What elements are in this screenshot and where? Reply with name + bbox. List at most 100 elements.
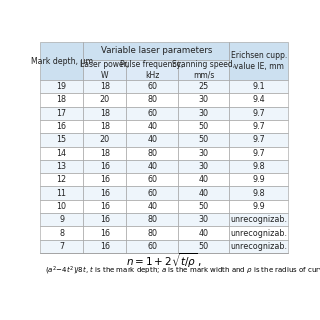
Text: 16: 16 (100, 188, 110, 198)
Text: 9.9: 9.9 (252, 175, 265, 184)
Bar (178, 93, 229, 107)
Bar (126, 227, 178, 240)
Text: 50: 50 (199, 122, 209, 131)
Text: 50: 50 (199, 202, 209, 211)
Text: 16: 16 (100, 242, 110, 251)
Text: Laser power,
W: Laser power, W (80, 60, 129, 80)
Text: 9.7: 9.7 (252, 109, 265, 118)
Bar (126, 80, 178, 93)
Text: 20: 20 (100, 95, 110, 105)
Text: 40: 40 (147, 162, 157, 171)
Bar (229, 42, 288, 80)
Bar (83, 173, 126, 187)
Text: 40: 40 (199, 175, 209, 184)
Text: 9.4: 9.4 (252, 95, 265, 105)
Text: 80: 80 (147, 215, 157, 224)
Text: Pulse frequency,
kHz: Pulse frequency, kHz (120, 60, 184, 80)
Bar (40, 80, 83, 93)
Text: 9.8: 9.8 (252, 188, 265, 198)
Text: 60: 60 (147, 109, 157, 118)
Text: 9.8: 9.8 (252, 162, 265, 171)
Text: 40: 40 (147, 135, 157, 144)
Text: 30: 30 (199, 149, 209, 158)
Bar (178, 227, 229, 240)
Bar (178, 200, 229, 213)
Bar (229, 227, 288, 240)
Text: unrecognizab.: unrecognizab. (230, 242, 287, 251)
Bar (229, 147, 288, 160)
Text: 40: 40 (147, 122, 157, 131)
Text: 40: 40 (147, 202, 157, 211)
Bar (40, 187, 83, 200)
Text: 17: 17 (57, 109, 67, 118)
Text: 50: 50 (199, 242, 209, 251)
Bar (126, 200, 178, 213)
Text: 30: 30 (199, 109, 209, 118)
Bar (83, 107, 126, 120)
Bar (126, 173, 178, 187)
Text: unrecognizab.: unrecognizab. (230, 215, 287, 224)
Text: 8: 8 (59, 228, 64, 237)
Bar (83, 213, 126, 227)
Bar (229, 93, 288, 107)
Bar (126, 160, 178, 173)
Text: Mark depth, μm: Mark depth, μm (30, 57, 93, 66)
Text: 14: 14 (57, 149, 67, 158)
Bar (229, 173, 288, 187)
Text: 80: 80 (147, 228, 157, 237)
Bar (83, 133, 126, 147)
Bar (40, 240, 83, 253)
Text: Erichsen cupp.
value IE, mm: Erichsen cupp. value IE, mm (231, 51, 287, 71)
Text: 18: 18 (100, 82, 110, 91)
Text: 10: 10 (57, 202, 67, 211)
Text: 60: 60 (147, 82, 157, 91)
Text: 9.1: 9.1 (252, 82, 265, 91)
Bar (83, 200, 126, 213)
Text: 40: 40 (199, 188, 209, 198)
Bar (126, 240, 178, 253)
Bar (40, 173, 83, 187)
Text: 9: 9 (59, 215, 64, 224)
Text: 80: 80 (147, 95, 157, 105)
Bar (83, 227, 126, 240)
Bar (83, 120, 126, 133)
Text: 9.7: 9.7 (252, 122, 265, 131)
Text: 60: 60 (147, 242, 157, 251)
Bar (126, 107, 178, 120)
Bar (178, 213, 229, 227)
Bar (126, 60, 178, 80)
Text: 40: 40 (199, 228, 209, 237)
Text: 16: 16 (100, 215, 110, 224)
Bar (40, 42, 83, 80)
Bar (229, 120, 288, 133)
Bar (83, 42, 229, 60)
Text: 60: 60 (147, 175, 157, 184)
Bar (83, 80, 126, 93)
Bar (178, 147, 229, 160)
Bar (126, 133, 178, 147)
Text: Variable laser parameters: Variable laser parameters (101, 46, 212, 55)
Text: 16: 16 (100, 202, 110, 211)
Text: 16: 16 (100, 162, 110, 171)
Text: 18: 18 (100, 122, 110, 131)
Bar (229, 160, 288, 173)
Text: 30: 30 (199, 215, 209, 224)
Bar (178, 80, 229, 93)
Text: 11: 11 (57, 188, 67, 198)
Bar (178, 240, 229, 253)
Bar (40, 133, 83, 147)
Bar (178, 160, 229, 173)
Bar (83, 160, 126, 173)
Bar (178, 107, 229, 120)
Text: 9.7: 9.7 (252, 149, 265, 158)
Text: 16: 16 (100, 175, 110, 184)
Text: 9.9: 9.9 (252, 202, 265, 211)
Bar (83, 240, 126, 253)
Bar (229, 133, 288, 147)
Text: 16: 16 (100, 228, 110, 237)
Text: 18: 18 (100, 109, 110, 118)
Text: unrecognizab.: unrecognizab. (230, 228, 287, 237)
Text: 12: 12 (57, 175, 67, 184)
Bar (40, 160, 83, 173)
Bar (126, 187, 178, 200)
